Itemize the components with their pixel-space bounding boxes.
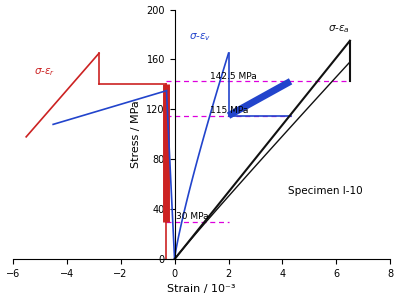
Y-axis label: Stress / MPa: Stress / MPa [131,100,141,168]
Text: 30 MPa: 30 MPa [176,212,209,221]
Text: $\sigma$-$\varepsilon_v$: $\sigma$-$\varepsilon_v$ [190,32,212,43]
Text: Specimen I-10: Specimen I-10 [288,186,362,196]
Text: $\sigma$-$\varepsilon_r$: $\sigma$-$\varepsilon_r$ [34,67,55,78]
Text: $\sigma$-$\varepsilon_a$: $\sigma$-$\varepsilon_a$ [328,23,350,34]
Text: 115 MPa: 115 MPa [209,106,248,115]
Text: 142.5 MPa: 142.5 MPa [209,72,257,81]
X-axis label: Strain / 10⁻³: Strain / 10⁻³ [167,284,236,294]
